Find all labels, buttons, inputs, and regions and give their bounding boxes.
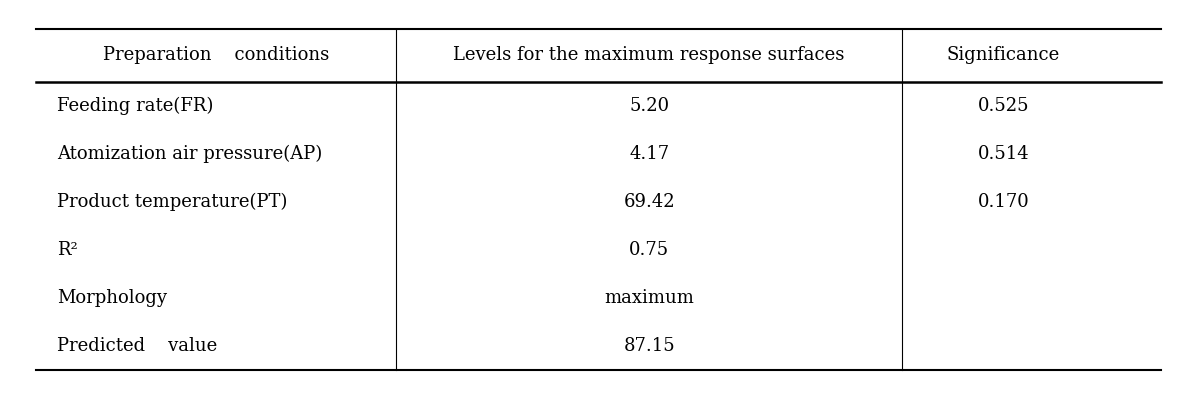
Text: Predicted    value: Predicted value [57,337,218,355]
Text: R²: R² [57,241,78,259]
Text: 0.170: 0.170 [978,193,1029,211]
Text: Feeding rate(FR): Feeding rate(FR) [57,97,214,115]
Text: 87.15: 87.15 [624,337,675,355]
Text: Preparation    conditions: Preparation conditions [103,46,329,64]
Text: 0.525: 0.525 [978,97,1029,115]
Text: 5.20: 5.20 [630,97,669,115]
Text: Levels for the maximum response surfaces: Levels for the maximum response surfaces [454,46,845,64]
Text: Morphology: Morphology [57,289,168,307]
Text: 69.42: 69.42 [624,193,675,211]
Text: Atomization air pressure(AP): Atomization air pressure(AP) [57,145,323,163]
Text: Product temperature(PT): Product temperature(PT) [57,193,287,211]
Text: 0.514: 0.514 [978,145,1029,163]
Text: 4.17: 4.17 [630,145,669,163]
Text: Significance: Significance [947,46,1061,64]
Text: 0.75: 0.75 [630,241,669,259]
Text: maximum: maximum [604,289,694,307]
